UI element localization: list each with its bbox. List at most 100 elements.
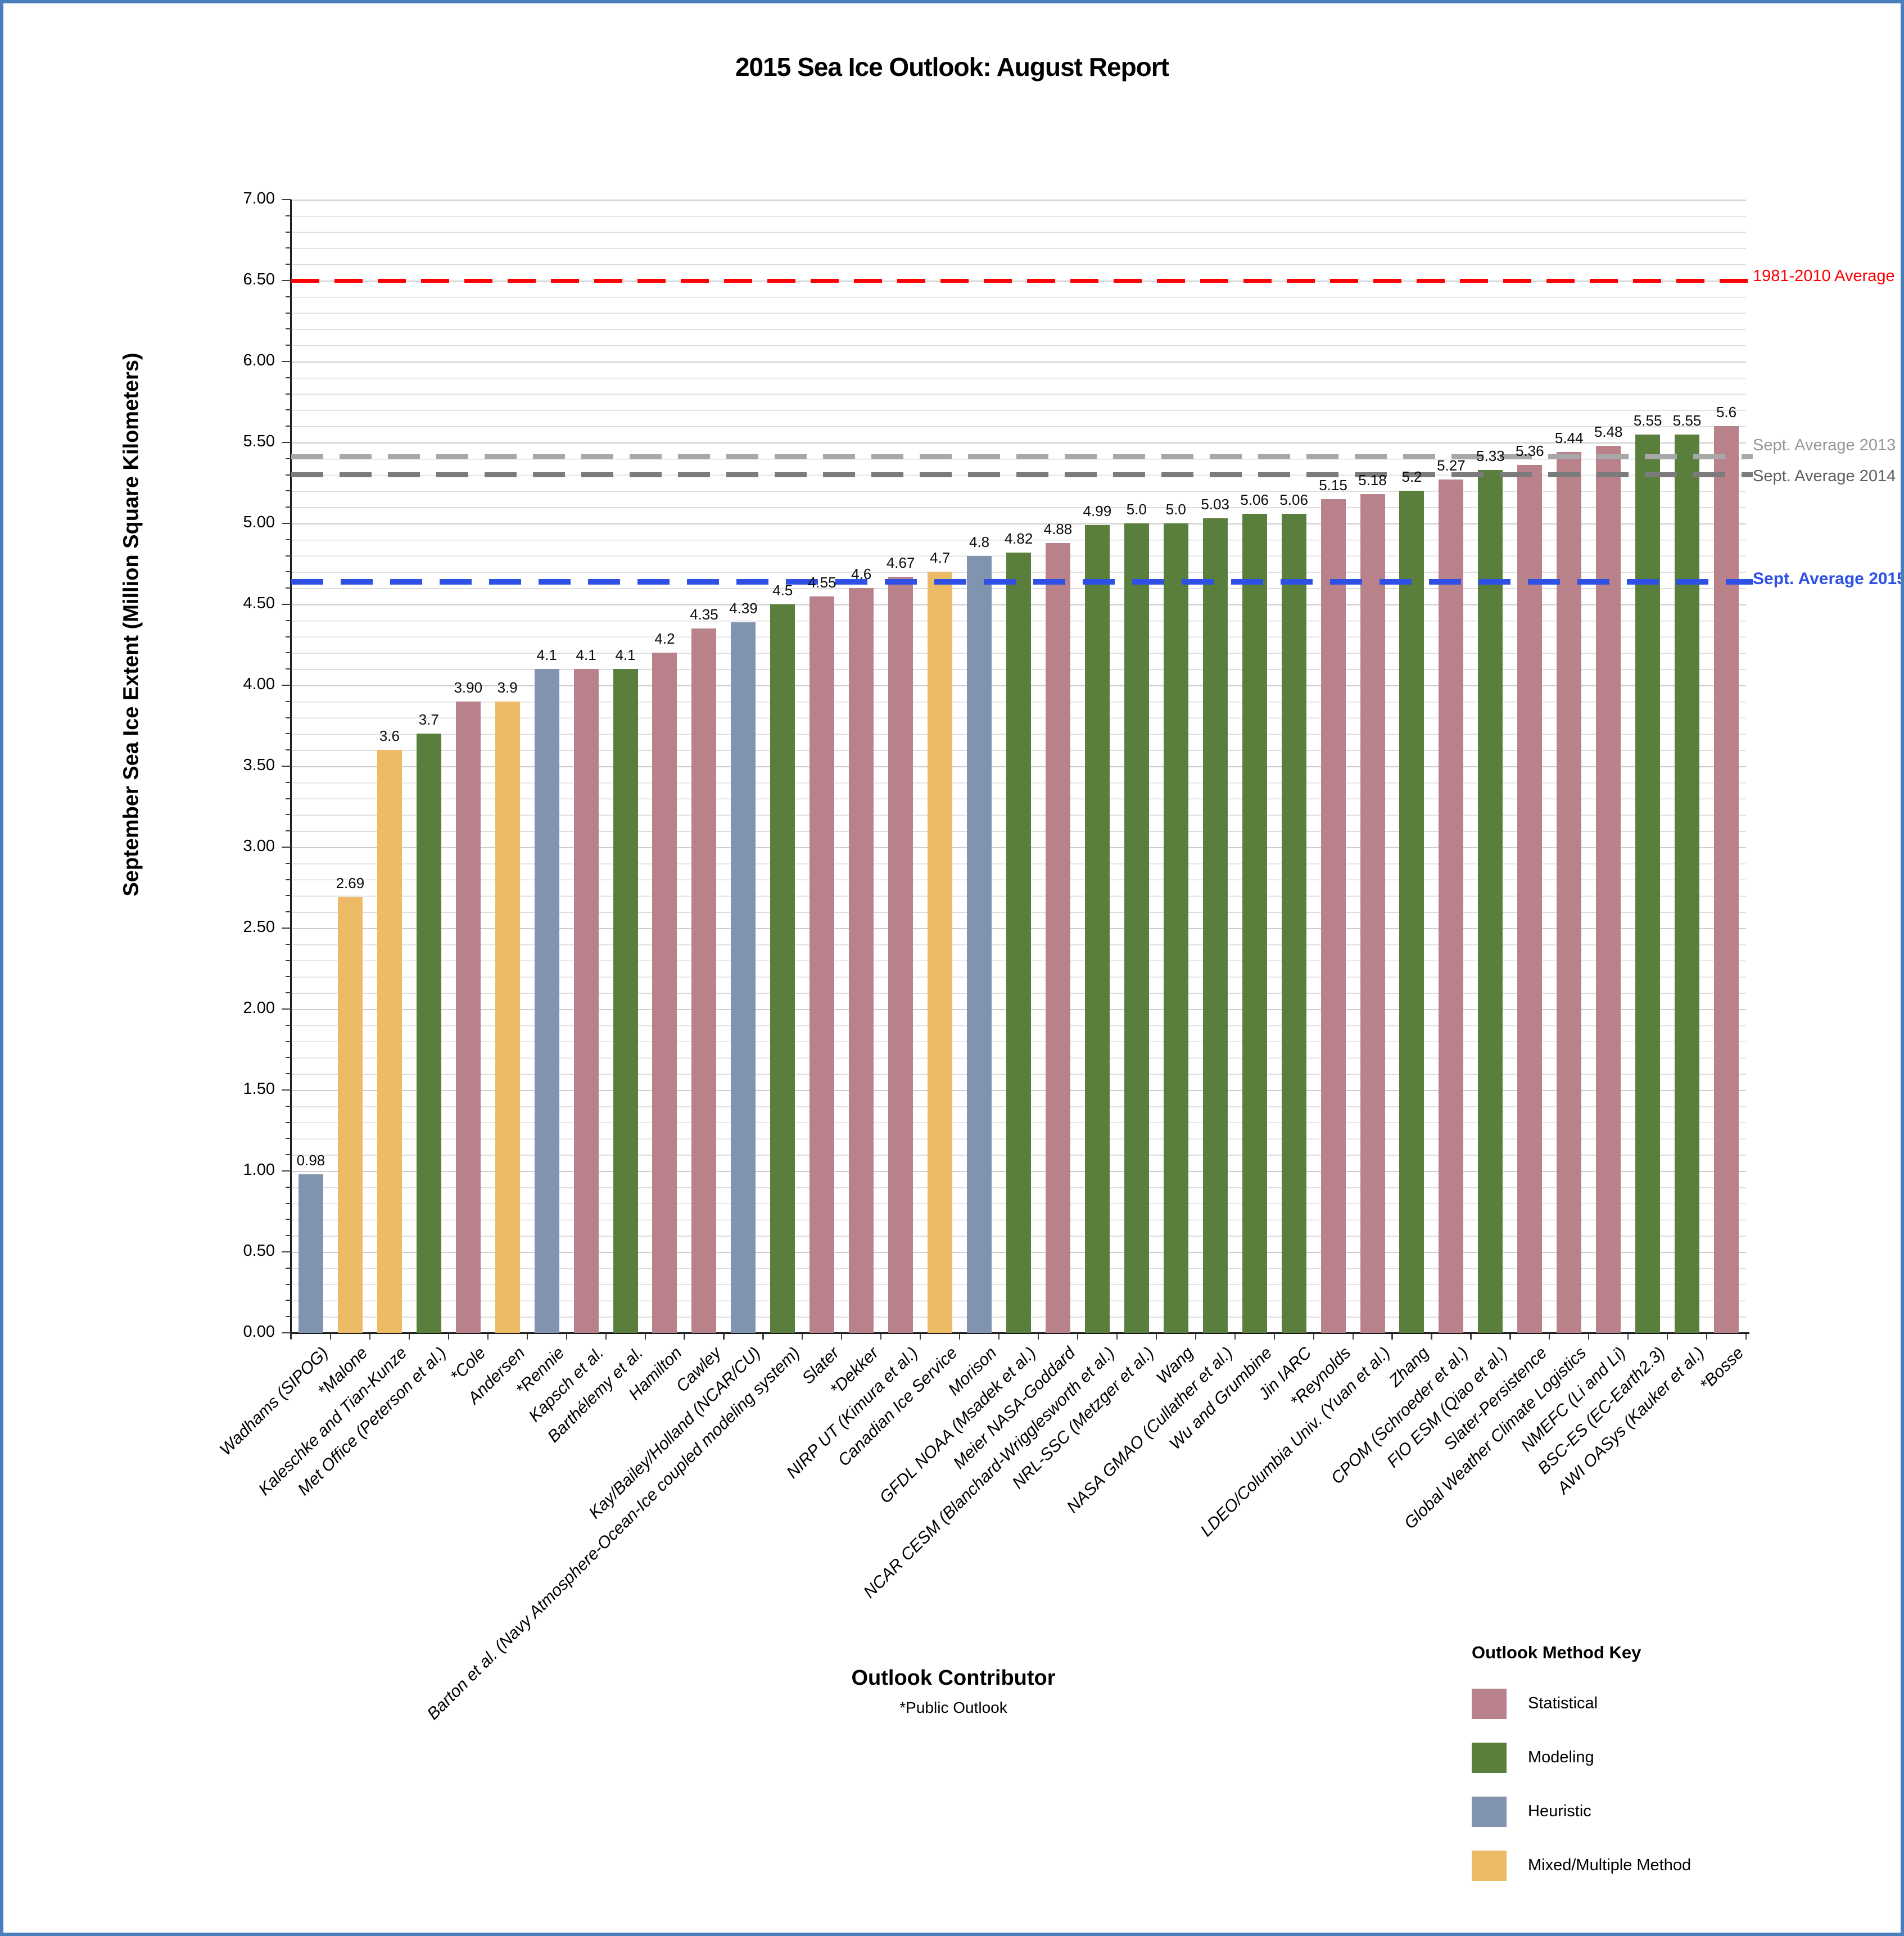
x-axis-tick	[1431, 1334, 1432, 1340]
y-axis-major-tick	[282, 847, 291, 848]
bar	[416, 734, 441, 1333]
bar	[928, 572, 953, 1333]
y-axis-major-tick	[282, 361, 291, 363]
bar-value-label: 4.8	[969, 533, 990, 550]
bar	[691, 628, 717, 1333]
y-axis-minor-tick	[286, 296, 291, 297]
y-axis-minor-tick	[286, 345, 291, 346]
reference-line-label-sept-avg-2015: Sept. Average 2015	[1753, 569, 1904, 588]
reference-line-sept-avg-2015	[291, 578, 1753, 585]
bar	[652, 653, 677, 1333]
y-axis-minor-tick	[286, 700, 291, 702]
y-axis-line	[290, 200, 292, 1339]
x-axis-tick	[408, 1334, 410, 1340]
bar-value-label: 5.06	[1279, 491, 1308, 508]
y-axis-minor-tick	[286, 668, 291, 670]
bar	[534, 669, 559, 1333]
y-axis-minor-tick	[286, 539, 291, 540]
y-axis-major-tick	[282, 604, 291, 605]
reference-line-avg-1981-2010	[291, 278, 1753, 283]
y-axis-minor-tick	[286, 636, 291, 637]
y-axis-title: September Sea Ice Extent (Million Square…	[119, 352, 143, 897]
x-axis-tick	[1549, 1334, 1550, 1340]
y-axis-minor-tick	[286, 426, 291, 427]
bar	[770, 604, 795, 1333]
y-tick-label: 7.00	[243, 189, 275, 207]
bar	[849, 588, 874, 1333]
legend-swatch-mixed	[1472, 1851, 1507, 1881]
x-axis-tick	[1588, 1334, 1590, 1340]
y-axis-major-tick	[282, 1332, 291, 1334]
legend-label-mixed: Mixed/Multiple Method	[1528, 1856, 1692, 1874]
bar-value-label: 5.0	[1165, 501, 1186, 518]
x-axis-tick	[802, 1334, 803, 1340]
bar-value-label: 5.48	[1594, 423, 1623, 440]
x-axis-tick	[605, 1334, 607, 1340]
y-axis-minor-tick	[286, 895, 291, 897]
x-axis-tick	[684, 1334, 685, 1340]
x-axis-tick	[487, 1334, 489, 1340]
bar-value-label: 4.39	[729, 600, 758, 617]
legend-swatch-heuristic	[1472, 1797, 1507, 1827]
x-axis-tick	[291, 1334, 292, 1340]
bar-value-label: 3.90	[454, 679, 483, 696]
bar-value-label: 3.7	[418, 711, 439, 728]
y-axis-major-tick	[282, 199, 291, 201]
y-axis-major-tick	[282, 1089, 291, 1091]
x-axis-tick	[1391, 1334, 1393, 1340]
y-axis-minor-tick	[286, 328, 291, 330]
x-axis-tick	[1706, 1334, 1708, 1340]
bar	[1006, 553, 1031, 1333]
bar	[1124, 523, 1149, 1333]
y-axis-minor-tick	[286, 960, 291, 961]
bar	[1675, 435, 1700, 1333]
y-axis-minor-tick	[286, 215, 291, 216]
bar	[1635, 435, 1661, 1333]
y-axis-minor-tick	[286, 830, 291, 832]
x-axis-tick	[1667, 1334, 1668, 1340]
y-axis-minor-tick	[286, 652, 291, 654]
bar-value-label: 5.55	[1633, 412, 1662, 429]
y-axis-minor-tick	[286, 1073, 291, 1075]
y-axis-minor-tick	[286, 992, 291, 994]
bar	[1596, 446, 1621, 1333]
x-axis-tick	[1116, 1334, 1118, 1340]
y-axis-minor-tick	[286, 1267, 291, 1269]
y-axis-minor-tick	[286, 911, 291, 913]
x-axis-tick	[1155, 1334, 1157, 1340]
bar-value-label: 0.98	[296, 1152, 325, 1169]
bar	[1281, 514, 1306, 1333]
y-tick-label: 3.50	[243, 756, 275, 774]
y-axis-minor-tick	[286, 814, 291, 816]
y-tick-label: 2.00	[243, 999, 275, 1017]
bar-value-label: 4.82	[1004, 530, 1033, 547]
y-tick-label: 6.50	[243, 270, 275, 288]
legend-swatch-modeling	[1472, 1743, 1507, 1773]
bar	[1163, 523, 1188, 1333]
x-axis-tick	[1037, 1334, 1039, 1340]
bar-value-label: 2.69	[336, 875, 365, 892]
x-axis-tick	[762, 1334, 764, 1340]
reference-line-sept-avg-2014	[291, 472, 1753, 478]
bar-value-label: 5.6	[1716, 404, 1737, 420]
y-axis-major-tick	[282, 280, 291, 282]
bar-value-label: 4.55	[807, 574, 836, 591]
y-tick-label: 6.00	[243, 351, 275, 369]
reference-line-label-sept-avg-2014: Sept. Average 2014	[1753, 467, 1896, 485]
bar	[1399, 491, 1424, 1333]
bar	[1084, 525, 1110, 1333]
y-axis-major-tick	[282, 1170, 291, 1172]
reference-line-sept-avg-2013	[291, 454, 1753, 460]
y-axis-minor-tick	[286, 717, 291, 718]
x-axis-tick	[723, 1334, 725, 1340]
y-axis-major-tick	[282, 1251, 291, 1253]
x-axis-tick	[1195, 1334, 1196, 1340]
reference-line-label-avg-1981-2010: 1981-2010 Average	[1753, 267, 1895, 285]
bar	[1714, 426, 1739, 1333]
y-axis-minor-tick	[286, 1283, 291, 1285]
x-axis-footnote: *Public Outlook	[899, 1699, 1007, 1716]
bar-value-label: 5.03	[1201, 496, 1230, 513]
y-axis-minor-tick	[286, 474, 291, 476]
bar-value-label: 5.36	[1515, 442, 1544, 459]
y-axis-minor-tick	[286, 506, 291, 508]
